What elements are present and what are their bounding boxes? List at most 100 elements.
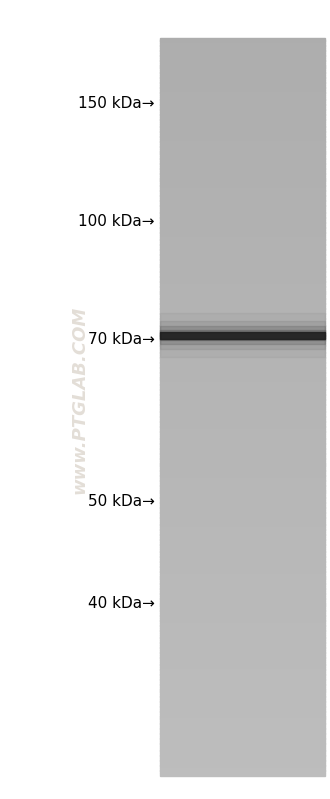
Bar — [160, 362, 325, 365]
Bar — [160, 654, 325, 658]
Bar — [160, 70, 325, 73]
Bar — [160, 107, 325, 109]
Bar — [160, 330, 325, 333]
Bar — [160, 343, 325, 346]
Bar — [160, 642, 325, 646]
Bar — [160, 259, 325, 262]
Bar — [160, 352, 325, 356]
Bar — [160, 529, 325, 532]
Bar — [160, 286, 325, 289]
Bar — [160, 490, 325, 493]
Bar — [160, 574, 325, 577]
Bar — [160, 284, 325, 287]
Bar — [160, 630, 325, 633]
Bar — [160, 480, 325, 483]
Bar — [160, 149, 325, 152]
Bar — [160, 407, 325, 409]
Bar — [160, 729, 325, 731]
Bar — [160, 741, 325, 744]
Bar — [160, 338, 325, 340]
Bar — [160, 195, 325, 198]
Bar — [160, 556, 325, 559]
Bar — [160, 139, 325, 141]
Bar — [160, 576, 325, 579]
Bar — [160, 753, 325, 756]
Bar — [160, 537, 325, 539]
Bar — [160, 264, 325, 267]
Bar — [160, 596, 325, 598]
Bar — [160, 733, 325, 736]
Bar — [160, 247, 325, 250]
Bar — [160, 554, 325, 557]
Bar — [160, 109, 325, 112]
Bar — [160, 308, 325, 311]
Bar — [160, 336, 325, 338]
Bar — [160, 46, 325, 48]
Bar — [160, 544, 325, 547]
Bar — [160, 274, 325, 276]
Bar — [160, 561, 325, 564]
Bar — [160, 571, 325, 574]
Bar — [160, 364, 325, 368]
Bar — [160, 131, 325, 134]
Bar — [160, 428, 325, 431]
Bar — [160, 171, 325, 173]
Bar — [160, 549, 325, 552]
Bar — [160, 244, 325, 248]
Bar — [160, 293, 325, 296]
Bar — [160, 119, 325, 122]
Bar — [160, 498, 325, 500]
Bar — [160, 647, 325, 650]
Bar — [160, 99, 325, 102]
Bar — [160, 559, 325, 562]
Bar — [160, 396, 325, 400]
Bar — [160, 532, 325, 535]
Bar — [160, 569, 325, 571]
Bar — [160, 55, 325, 58]
Bar — [160, 73, 325, 75]
Bar — [160, 190, 325, 193]
Bar — [160, 62, 325, 66]
Bar — [160, 279, 325, 282]
Bar — [160, 208, 325, 210]
Bar — [160, 325, 325, 328]
Bar — [160, 288, 325, 292]
Bar — [160, 423, 325, 427]
Bar — [160, 183, 325, 186]
Bar — [160, 714, 325, 717]
Bar — [160, 124, 325, 127]
Bar — [160, 82, 325, 85]
Bar — [160, 622, 325, 626]
Bar — [160, 638, 325, 640]
Bar — [160, 58, 325, 61]
Bar — [160, 507, 325, 511]
Bar — [160, 419, 325, 422]
Bar — [160, 566, 325, 569]
Bar — [160, 94, 325, 97]
Bar — [160, 97, 325, 100]
Bar — [160, 615, 325, 618]
Bar — [160, 129, 325, 132]
Bar — [160, 350, 325, 353]
Bar — [160, 640, 325, 643]
Bar — [160, 400, 325, 402]
Bar — [160, 684, 325, 687]
Bar — [160, 389, 325, 392]
Bar — [160, 716, 325, 719]
Bar — [160, 313, 325, 316]
Bar — [160, 601, 325, 603]
Bar — [160, 613, 325, 616]
Bar — [160, 316, 325, 319]
Text: www.PTGLAB.COM: www.PTGLAB.COM — [70, 305, 88, 494]
Bar — [160, 112, 325, 115]
Bar — [160, 102, 325, 105]
Bar — [160, 176, 325, 178]
Bar — [160, 402, 325, 404]
Bar — [160, 478, 325, 481]
Bar — [160, 320, 325, 324]
Bar — [160, 267, 325, 269]
Bar — [160, 217, 325, 221]
Bar — [160, 677, 325, 680]
Bar — [160, 141, 325, 144]
Bar — [160, 495, 325, 498]
